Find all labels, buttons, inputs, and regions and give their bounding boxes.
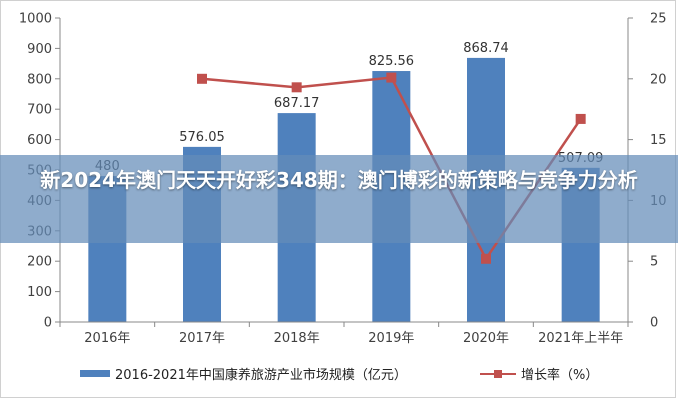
x-tick-label: 2017年 — [179, 331, 225, 346]
growth-rate-point — [197, 73, 207, 84]
legend-bar-swatch — [80, 370, 110, 377]
bar-data-label: 868.74 — [463, 41, 509, 56]
y-left-tick-label: 200 — [27, 255, 52, 270]
bar-data-label: 825.56 — [369, 54, 415, 69]
chart-legend: 2016-2021年中国康养旅游产业市场规模（亿元） 增长率（%） — [0, 364, 678, 388]
growth-rate-point — [386, 72, 397, 83]
growth-rate-point — [481, 253, 491, 264]
x-tick-label: 2019年 — [368, 331, 414, 346]
y-left-tick-label: 0 — [44, 316, 52, 331]
growth-rate-point — [291, 82, 302, 93]
growth-rate-point — [575, 113, 586, 124]
y-left-tick-label: 1000 — [19, 12, 52, 27]
x-tick-label: 2016年 — [84, 331, 130, 346]
legend-item-line: 增长率（%） — [480, 364, 598, 383]
y-left-tick-label: 800 — [27, 72, 52, 87]
y-right-tick-label: 15 — [650, 133, 667, 148]
x-tick-label: 2021年上半年 — [538, 331, 623, 346]
legend-line-label: 增长率（%） — [521, 368, 599, 383]
y-left-tick-label: 900 — [27, 42, 52, 57]
y-left-tick-label: 100 — [27, 285, 52, 300]
y-left-tick-label: 700 — [27, 103, 52, 118]
x-tick-label: 2018年 — [274, 331, 320, 346]
legend-item-bar: 2016-2021年中国康养旅游产业市场规模（亿元） — [80, 364, 407, 383]
legend-line-swatch — [480, 367, 516, 381]
title-banner — [0, 155, 678, 243]
y-right-tick-label: 25 — [650, 12, 667, 27]
y-right-tick-label: 5 — [650, 255, 658, 270]
legend-bar-label: 2016-2021年中国康养旅游产业市场规模（亿元） — [115, 368, 407, 383]
y-left-tick-label: 600 — [27, 133, 52, 148]
y-right-tick-label: 20 — [650, 72, 667, 87]
y-right-tick-label: 0 — [650, 316, 658, 331]
x-tick-label: 2020年 — [463, 331, 509, 346]
bar-data-label: 576.05 — [179, 130, 225, 145]
bar-data-label: 687.17 — [274, 96, 320, 111]
banner-title: 新2024年澳门天天开好彩348期：澳门博彩的新策略与竞争力分析 — [40, 168, 638, 192]
